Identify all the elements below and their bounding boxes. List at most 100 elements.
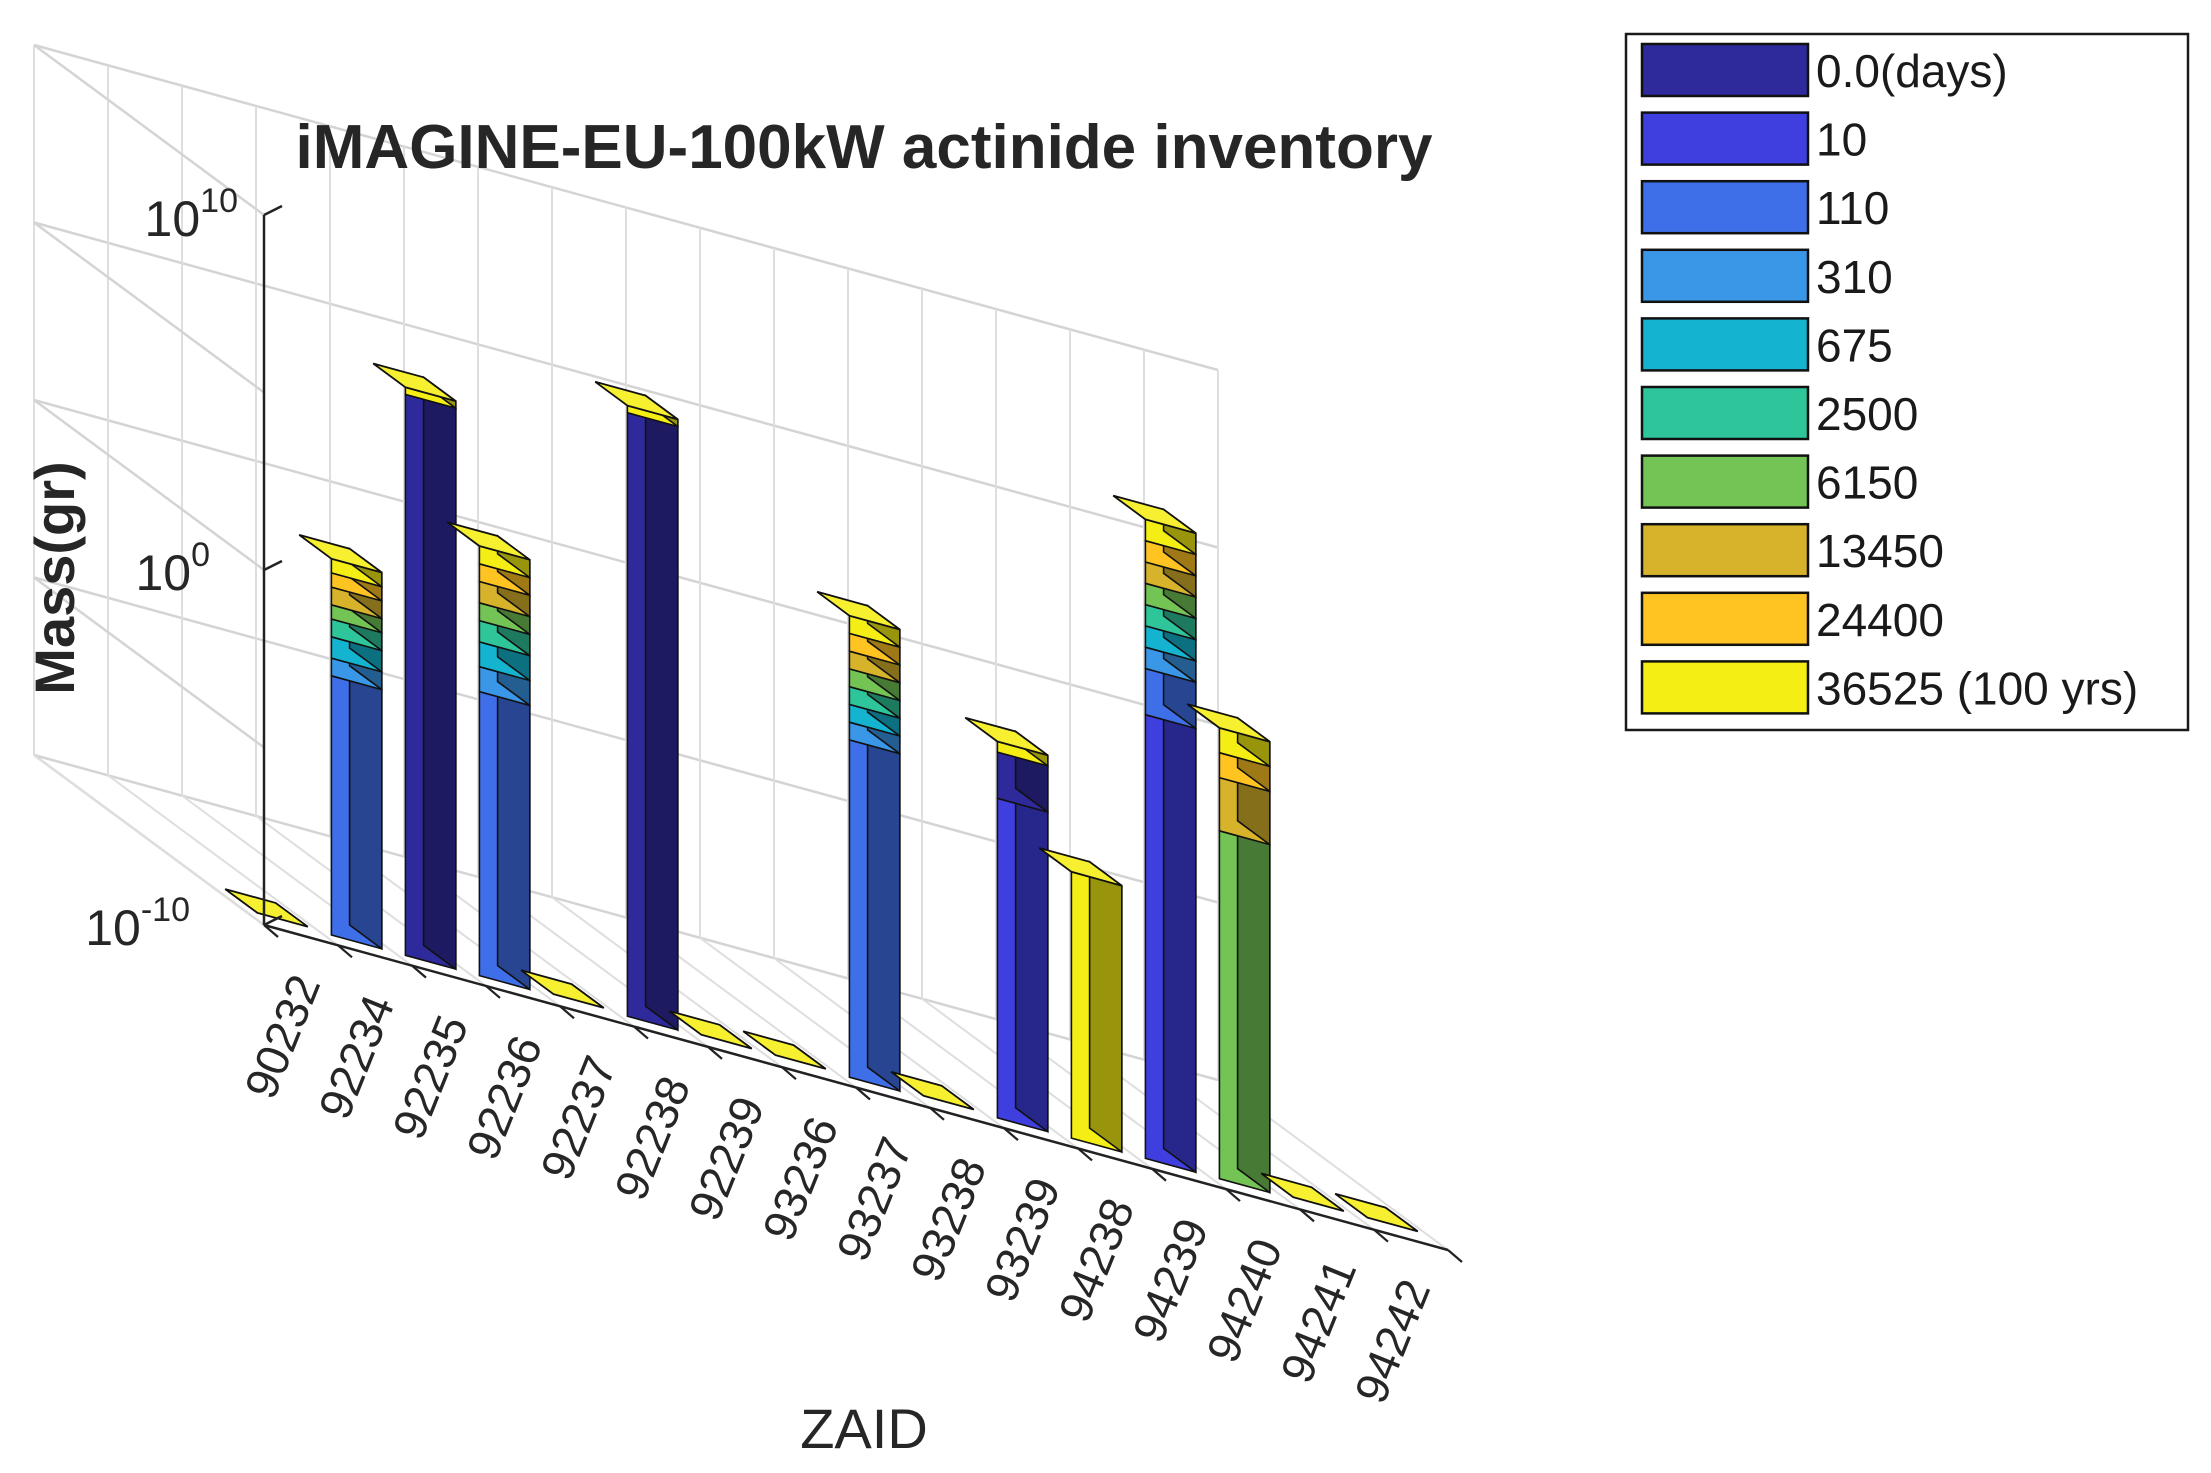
legend-label: 10 bbox=[1816, 114, 1867, 166]
bar-top bbox=[1260, 1172, 1345, 1212]
x-tick bbox=[485, 985, 501, 999]
legend-item: 0.0(days) bbox=[1640, 42, 2008, 98]
x-tick bbox=[1003, 1127, 1019, 1141]
bar-segment-side bbox=[348, 664, 383, 951]
x-axis-label: ZAID bbox=[800, 1397, 928, 1460]
legend-label: 24400 bbox=[1816, 594, 1944, 646]
y-tick-label: 100 bbox=[135, 536, 210, 601]
bar-92237 bbox=[520, 969, 605, 1009]
x-tick bbox=[263, 924, 279, 938]
x-tick bbox=[1077, 1147, 1093, 1162]
bar-top bbox=[372, 362, 457, 402]
bar-segment-side bbox=[1014, 786, 1049, 1134]
y-tick bbox=[263, 559, 283, 572]
grid-line-floor bbox=[107, 774, 339, 947]
legend-item: 36525 (100 yrs) bbox=[1640, 660, 2138, 715]
legend-item: 10 bbox=[1640, 111, 1867, 166]
x-tick bbox=[707, 1046, 723, 1060]
bar-94242 bbox=[1334, 1192, 1419, 1233]
bar-93236 bbox=[742, 1030, 827, 1070]
bar-92239 bbox=[668, 1010, 753, 1050]
bar-94238 bbox=[1038, 847, 1123, 1154]
grid-line-side bbox=[33, 576, 265, 749]
legend-swatch bbox=[1640, 317, 1810, 372]
bar-segment-side bbox=[496, 680, 531, 991]
x-tick bbox=[929, 1106, 945, 1121]
x-tick bbox=[411, 964, 427, 979]
legend-swatch bbox=[1640, 248, 1810, 304]
y-tick bbox=[263, 204, 283, 217]
legend-label: 36525 (100 yrs) bbox=[1816, 662, 2138, 714]
x-tick bbox=[559, 1005, 575, 1020]
legend-item: 675 bbox=[1640, 317, 1893, 372]
bar-segment-side bbox=[644, 401, 679, 1032]
bar-94240 bbox=[1186, 703, 1271, 1195]
bar-top bbox=[224, 888, 309, 928]
bars bbox=[224, 362, 1419, 1233]
legend-swatch bbox=[1640, 111, 1810, 166]
grid-line-side bbox=[33, 43, 265, 217]
legend-label: 675 bbox=[1816, 319, 1893, 371]
bar-top bbox=[298, 534, 383, 574]
legend-item: 310 bbox=[1640, 248, 1893, 304]
bar-top bbox=[668, 1010, 753, 1050]
x-tick bbox=[781, 1066, 797, 1081]
bar-top bbox=[890, 1071, 975, 1111]
bar-segment-side bbox=[1088, 860, 1123, 1154]
legend-swatch bbox=[1640, 591, 1810, 647]
bar-93237 bbox=[816, 590, 901, 1093]
x-tick bbox=[1225, 1188, 1241, 1202]
legend-item: 13450 bbox=[1640, 522, 1944, 578]
bar-segment-side bbox=[422, 382, 457, 971]
legend-label: 6150 bbox=[1816, 457, 1918, 509]
legend-label: 310 bbox=[1816, 251, 1893, 303]
y-tick bbox=[263, 914, 283, 927]
bar-top bbox=[964, 716, 1049, 757]
x-tick bbox=[1373, 1228, 1389, 1243]
x-tick bbox=[1299, 1208, 1315, 1223]
bar-top bbox=[446, 521, 531, 561]
x-tick bbox=[1447, 1249, 1463, 1263]
bar-92236 bbox=[446, 521, 531, 991]
y-tick-label: 1010 bbox=[145, 182, 238, 247]
bar-top bbox=[742, 1030, 827, 1070]
y-tick-labels: 1010 100 10-10 bbox=[85, 182, 238, 956]
legend-swatch bbox=[1640, 454, 1810, 509]
bar-top bbox=[520, 969, 605, 1009]
y-tick-label: 10-10 bbox=[85, 891, 190, 956]
grid-line-floor bbox=[33, 754, 265, 926]
legend-swatch bbox=[1640, 522, 1810, 578]
x-tick bbox=[855, 1086, 871, 1101]
bar-94241 bbox=[1260, 1172, 1345, 1212]
bar-92235 bbox=[372, 362, 457, 971]
x-tick bbox=[1151, 1167, 1167, 1182]
chart-title: iMAGINE-EU-100kW actinide inventory bbox=[296, 113, 1433, 182]
x-tick-label: 94242 bbox=[1344, 1272, 1440, 1410]
legend: 0.0(days) 10 110 310 675 2500 6150 13450 24400 36… bbox=[1624, 32, 2190, 732]
legend-item: 24400 bbox=[1640, 591, 1944, 647]
legend-item: 2500 bbox=[1640, 385, 1918, 441]
bar-90232 bbox=[224, 888, 309, 928]
axes bbox=[262, 204, 1463, 1263]
legend-label: 0.0(days) bbox=[1816, 45, 2008, 97]
bar-93238 bbox=[890, 1071, 975, 1111]
y-axis-label: Mass(gr) bbox=[23, 461, 86, 694]
bar-top bbox=[816, 590, 901, 631]
bar-top bbox=[1038, 847, 1123, 887]
bar-segment-side bbox=[1236, 819, 1271, 1195]
bar-top bbox=[594, 380, 679, 421]
legend-label: 2500 bbox=[1816, 388, 1918, 440]
x-tick bbox=[633, 1025, 649, 1040]
bar-top bbox=[1334, 1192, 1419, 1233]
bar-93239 bbox=[964, 716, 1049, 1134]
x-tick bbox=[337, 944, 353, 959]
bar-92234 bbox=[298, 534, 383, 951]
legend-swatch bbox=[1640, 42, 1810, 98]
bar-top bbox=[1186, 703, 1271, 743]
legend-item: 110 bbox=[1640, 179, 1889, 235]
grid-line-side bbox=[33, 398, 265, 572]
bar-segment-side bbox=[866, 728, 901, 1093]
bar-segment-side bbox=[1162, 703, 1197, 1174]
grid-line-side bbox=[33, 221, 265, 394]
